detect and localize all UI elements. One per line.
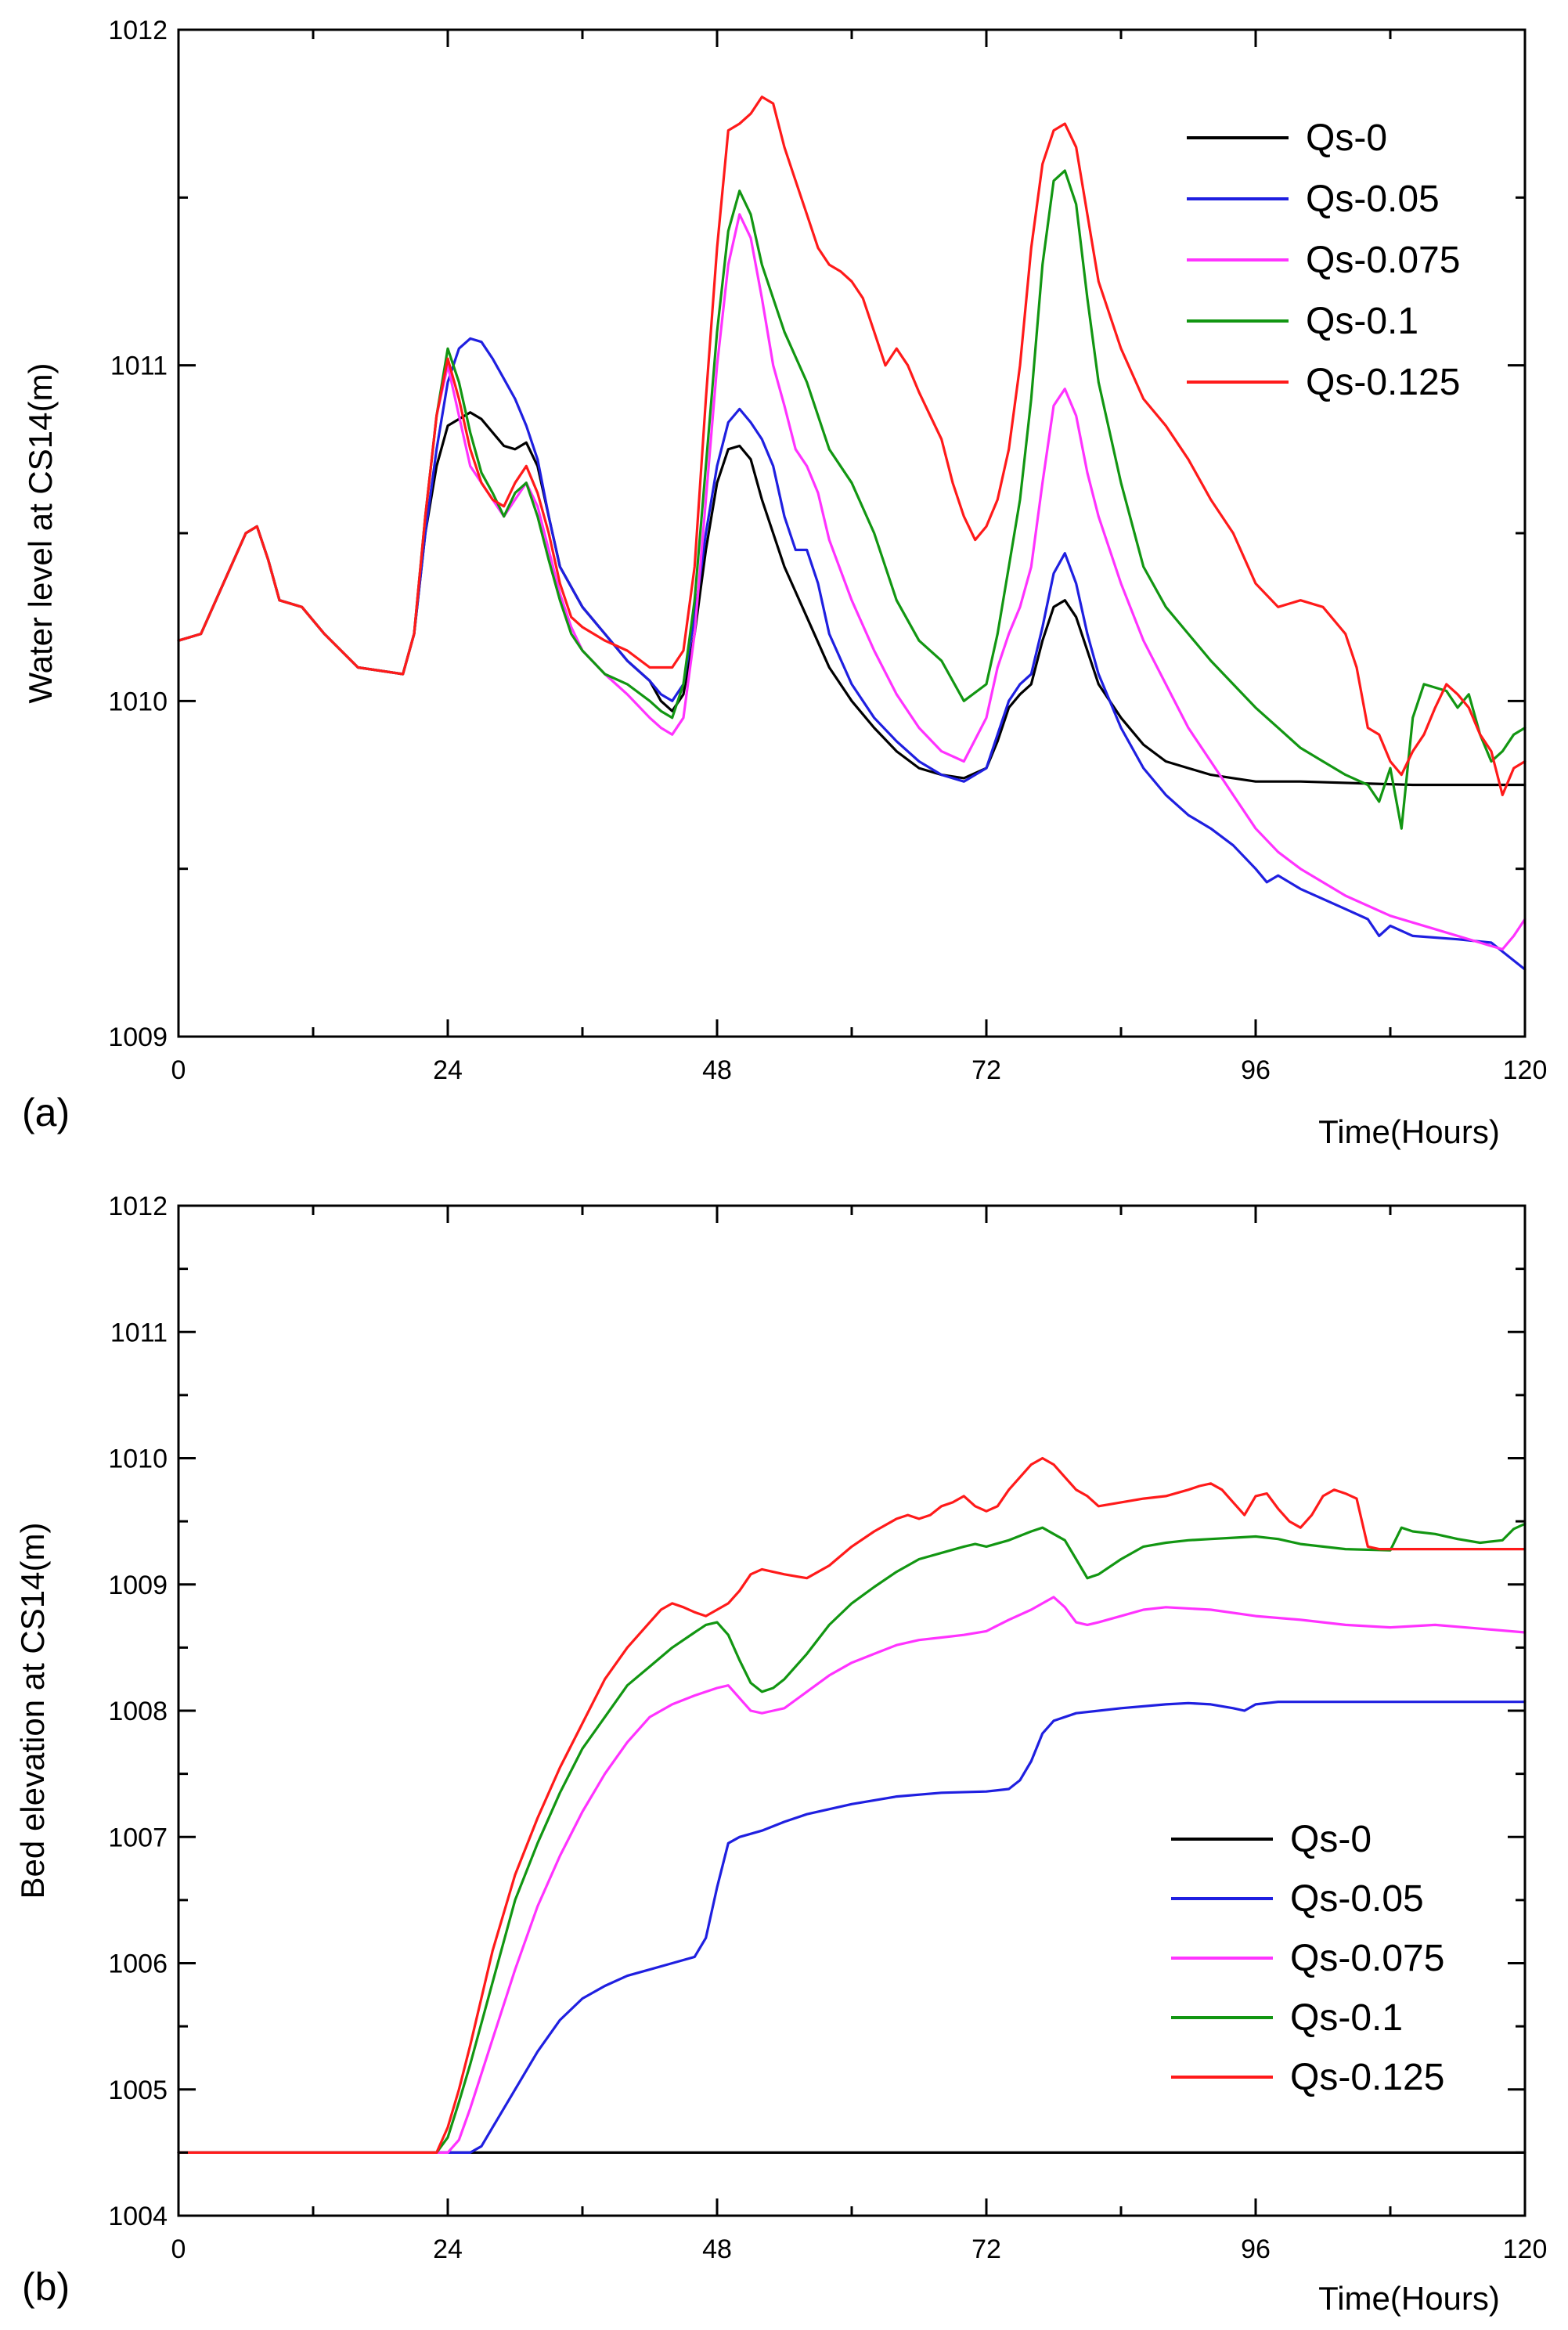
panel-a-y-tick-label: 1011 [110,352,168,381]
panel-a-x-tick-label: 72 [971,1055,1001,1085]
panel-a-y-tick-label: 1009 [108,1023,168,1052]
panel-b-x-tick-label: 24 [433,2234,463,2264]
panel-b-x-tick-label: 96 [1241,2234,1271,2264]
panel-b-series-qs-0-125 [177,1456,1527,2154]
panel-a-y-tick-label: 1012 [108,16,168,45]
panel-a-x-tick-label: 48 [702,1055,732,1085]
panel-b-legend-label-qs-0: Qs-0 [1290,1819,1372,1860]
panel-a-x-tick-label: 96 [1241,1055,1271,1085]
panel-b-series-qs-0-075 [177,1596,1527,2154]
panel-b-bed-elevation: 0 24 48 72 96 120 1004 1005 1006 1007 1008 1009 1010… [14,1192,1547,2317]
panel-b-legend: Qs-0 Qs-0.05 Qs-0.075 Qs-0.1 Qs-0.125 [1171,1819,1444,2098]
panel-a-y-axis-label: Water level at CS14(m) [22,363,59,704]
panel-b-legend-label-qs-0-1: Qs-0.1 [1290,1997,1403,2039]
panel-b-y-tick-label: 1009 [108,1571,168,1600]
panel-b-legend-label-qs-0-075: Qs-0.075 [1290,1938,1444,1979]
panel-b-y-tick-label: 1006 [108,1949,168,1979]
panel-b-y-tick-label: 1007 [108,1823,168,1852]
panel-a-x-tick-label: 0 [171,1055,186,1085]
panel-a-series-qs-0-05 [177,337,1527,971]
panel-a-x-tick-label: 24 [433,1055,463,1085]
panel-b-series-qs-0-05 [177,1701,1527,2154]
panel-b-x-tick-label: 48 [702,2234,732,2264]
panel-a-series-qs-0-1 [177,169,1527,830]
panel-a-y-tick-label: 1010 [108,687,168,716]
panel-a-ticks: 0 24 48 72 96 120 1009 1010 1011 1012 [108,16,1547,1085]
panel-b-y-axis-label: Bed elevation at CS14(m) [14,1523,51,1899]
panel-a-series-qs-0-125 [177,96,1527,796]
panel-a-water-level: 0 24 48 72 96 120 1009 1010 1011 1012 Water level… [22,16,1547,1150]
panel-b-y-tick-label: 1005 [108,2076,168,2105]
panel-b-x-axis-label: Time(Hours) [1318,2280,1500,2317]
panel-a-label: (a) [22,1091,70,1134]
panel-b-ticks: 0 24 48 72 96 120 1004 1005 1006 1007 1008 1009 1010… [108,1192,1547,2264]
panel-a-x-tick-label: 120 [1503,1055,1548,1085]
panel-b-x-tick-label: 72 [971,2234,1001,2264]
panel-b-y-tick-label: 1008 [108,1697,168,1726]
panel-a-legend-label-qs-0-075: Qs-0.075 [1306,240,1460,281]
panel-b-y-tick-label: 1011 [110,1318,168,1347]
panel-b-legend-label-qs-0-05: Qs-0.05 [1290,1878,1424,1920]
panel-a-legend-label-qs-0-1: Qs-0.1 [1306,301,1418,342]
panel-a-series-layer [177,96,1527,971]
panel-a-legend: Qs-0 Qs-0.05 Qs-0.075 Qs-0.1 Qs-0.125 [1187,117,1460,403]
panel-b-y-tick-label: 1004 [108,2202,168,2231]
panel-b-label: (b) [22,2265,70,2309]
panel-b-legend-label-qs-0-125: Qs-0.125 [1290,2057,1444,2098]
panel-b-y-tick-label: 1010 [108,1445,168,1474]
panel-a-x-axis-label: Time(Hours) [1318,1113,1500,1150]
panel-b-series-layer [177,1456,1527,2154]
panel-b-x-tick-label: 120 [1503,2234,1548,2264]
panel-b-y-tick-label: 1012 [108,1192,168,1221]
panel-b-series-qs-0-1 [177,1522,1527,2154]
panel-a-legend-label-qs-0: Qs-0 [1306,117,1387,159]
panel-b-x-tick-label: 0 [171,2234,186,2264]
panel-a-legend-label-qs-0-125: Qs-0.125 [1306,362,1460,403]
panel-a-legend-label-qs-0-05: Qs-0.05 [1306,179,1440,220]
